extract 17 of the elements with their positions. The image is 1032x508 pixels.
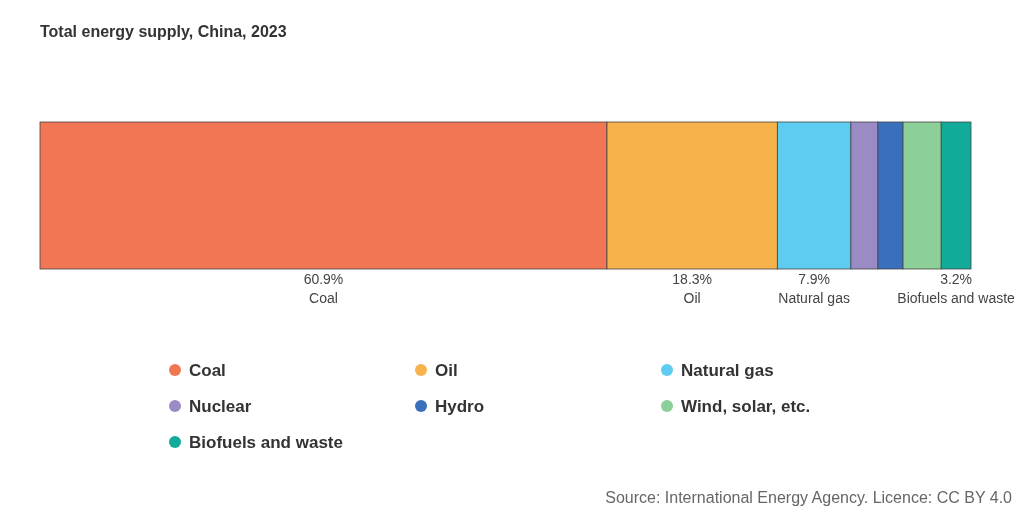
text: Oil (683, 290, 701, 306)
legend-label: Nuclear (189, 397, 252, 416)
source-note: Source: International Energy Agency. Licence: CC BY 4.0 (605, 489, 1013, 506)
legend-label: Oil (435, 361, 458, 380)
data-label: 3.2% (940, 271, 973, 287)
legend-label: Biofuels and waste (189, 433, 343, 452)
text: Natural gas (778, 290, 850, 306)
text: Biofuels and waste (897, 290, 1015, 306)
data-label: 18.3% (672, 271, 713, 287)
chart-title: Total energy supply, China, 2023 (40, 23, 287, 40)
series-label: Coal (309, 290, 338, 306)
text: Coal (189, 361, 226, 380)
data-label: 7.9% (798, 271, 831, 287)
legend-label: Wind, solar, etc. (681, 397, 811, 416)
legend-label: Hydro (435, 397, 485, 416)
data-label: 60.9% (303, 271, 344, 287)
legend-label: Natural gas (681, 361, 774, 380)
